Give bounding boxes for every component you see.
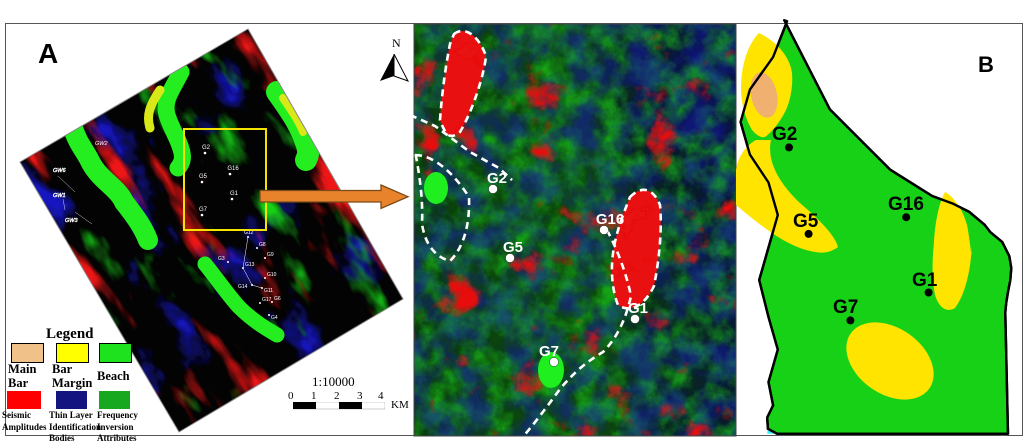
svg-text:G1: G1 [628,300,648,317]
svg-text:G1: G1 [912,270,938,291]
svg-text:G16: G16 [888,194,924,215]
svg-text:G5: G5 [503,239,523,256]
svg-text:G16: G16 [596,211,624,228]
svg-text:G2: G2 [487,170,507,187]
svg-text:G2: G2 [772,124,797,145]
svg-text:G7: G7 [539,343,559,360]
svg-text:G7: G7 [833,297,858,318]
svg-text:G5: G5 [793,211,819,232]
svg-text:B: B [978,52,994,77]
